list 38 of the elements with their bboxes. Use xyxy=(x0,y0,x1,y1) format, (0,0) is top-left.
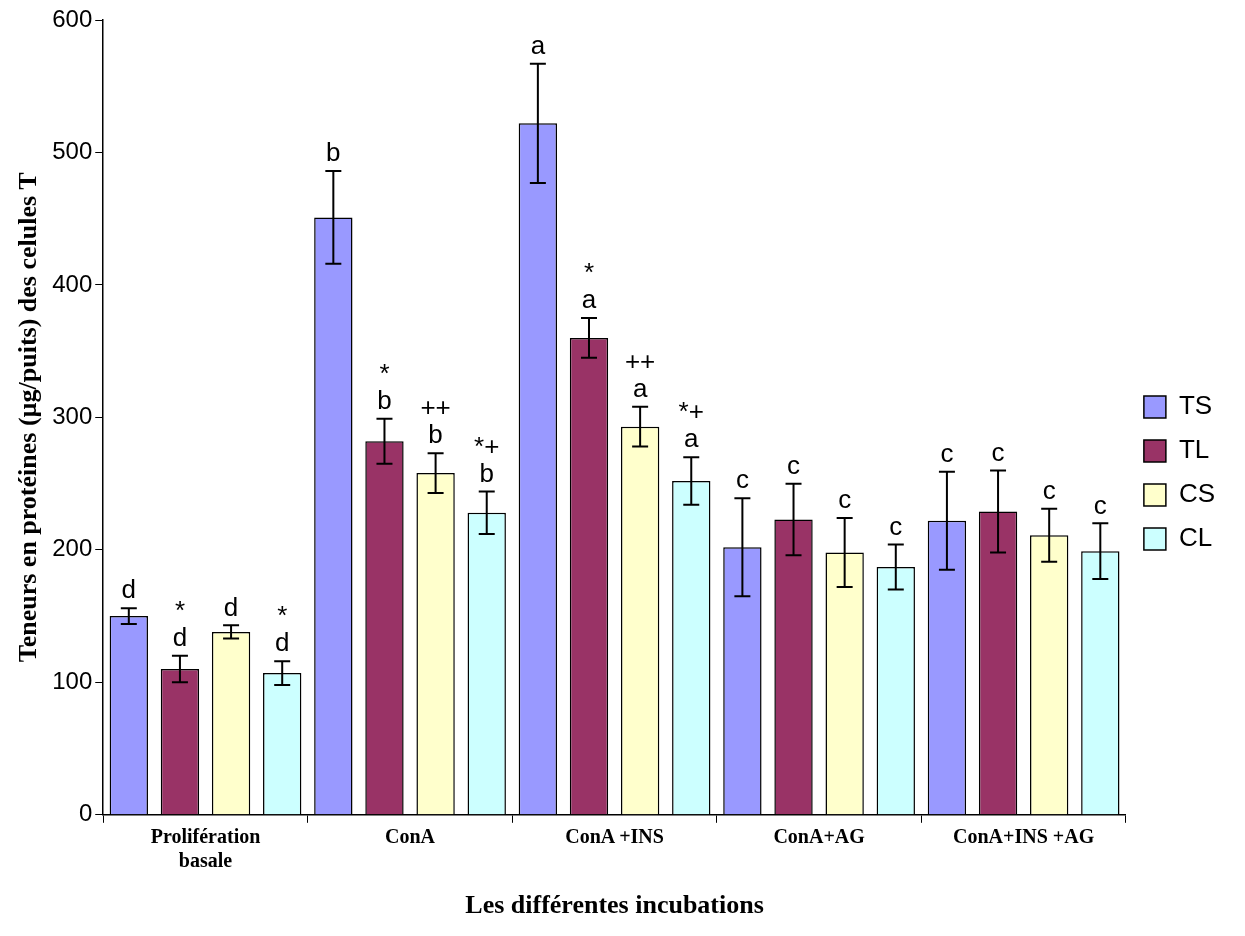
x-tick-label: ConA+AG xyxy=(773,824,866,847)
data-label: c xyxy=(889,510,903,541)
y-axis-title: Teneurs en protéines (µg/puits) des celules T xyxy=(13,172,43,663)
data-label: c xyxy=(940,437,954,468)
legend-label: TS xyxy=(1178,390,1213,421)
data-label: d xyxy=(223,591,239,622)
data-label: c xyxy=(991,436,1005,467)
x-tick-label: ConA xyxy=(385,824,436,847)
y-tick-label: 200 xyxy=(52,534,93,562)
legend-label: CL xyxy=(1178,522,1213,553)
x-tick-label: Prolifération basale xyxy=(150,824,261,871)
data-label: *+ a xyxy=(678,396,704,454)
data-label: d xyxy=(121,574,137,605)
data-label: * a xyxy=(581,257,597,315)
legend-label: CS xyxy=(1178,478,1216,509)
x-axis-title: Les différentes incubations xyxy=(465,890,764,920)
data-label: ++ b xyxy=(420,392,451,450)
data-label: c xyxy=(1042,474,1056,505)
data-label: * d xyxy=(172,595,188,653)
data-label: c xyxy=(735,464,749,495)
data-label: * d xyxy=(274,600,290,658)
data-label: b xyxy=(326,137,341,168)
data-label: c xyxy=(787,449,801,480)
data-label: c xyxy=(1093,489,1107,520)
data-label: *+ b xyxy=(474,430,500,488)
y-tick-label: 600 xyxy=(52,4,93,32)
y-tick-label: 500 xyxy=(52,137,93,165)
data-label: c xyxy=(838,484,852,515)
y-tick-label: 0 xyxy=(78,799,93,827)
data-label: * b xyxy=(377,357,392,415)
y-tick-label: 400 xyxy=(52,269,93,297)
data-label: ++ a xyxy=(624,345,656,403)
x-tick-label: ConA+INS +AG xyxy=(953,824,1095,847)
y-tick-label: 100 xyxy=(52,666,93,694)
x-tick-label: ConA +INS xyxy=(565,824,664,847)
y-tick-label: 300 xyxy=(52,402,93,430)
data-label: a xyxy=(530,29,546,60)
legend-label: TL xyxy=(1178,434,1210,465)
